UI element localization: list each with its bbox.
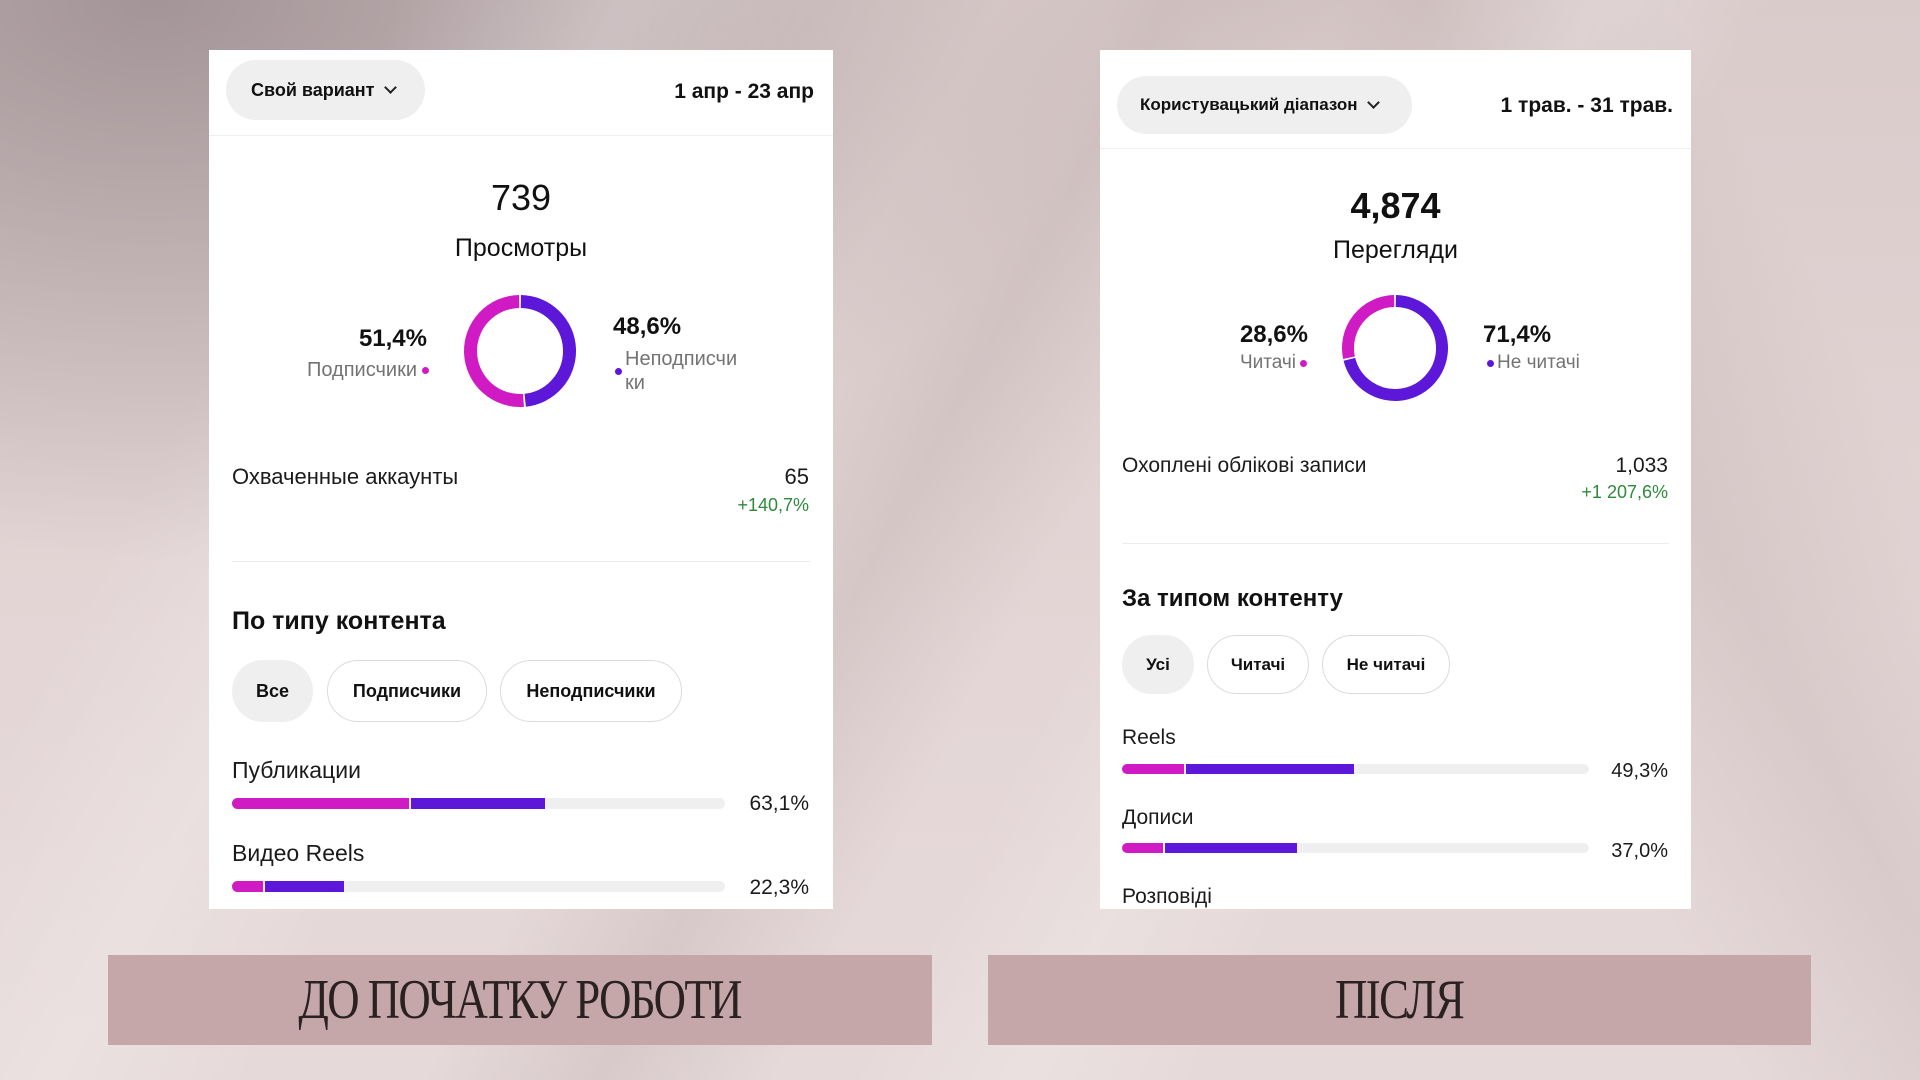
content-row-bar [232,798,725,809]
content-row-bar [1122,764,1589,774]
content-row-bar-fill [232,881,725,892]
filter-chip-all[interactable]: Все [232,660,313,722]
filter-chip-all[interactable]: Усі [1122,635,1194,694]
views-label: Просмотры [454,234,588,262]
content-row-percent: 63,1% [749,792,809,815]
non-followers-legend-label: Не читачі [1497,352,1580,373]
non-followers-legend-dot [615,367,622,375]
content-row-bar [1122,843,1589,853]
content-row-percent: 22,3% [749,876,809,899]
non-followers-legend: Не читачі [1487,351,1580,375]
non-followers-legend-label: Неподписчики [625,348,738,394]
date-range: 1 трав. - 31 трав. [1500,94,1673,117]
views-count: 739 [490,177,552,218]
chevron-down-icon [1366,96,1380,109]
donut-segment-non-followers [520,295,576,407]
non-followers-percent: 71,4% [1483,321,1552,348]
followers-legend-dot [1300,359,1307,367]
followers-legend-label: Читачі [1239,352,1296,373]
views-label: Перегляди [1333,236,1458,264]
content-row-percent: 37,0% [1611,840,1668,862]
views-count: 4,874 [1350,185,1441,226]
caption-text-before: ДО ПОЧАТКУ РОБОТИ [298,969,743,1031]
date-range: 1 апр - 23 апр [674,80,814,103]
filter-chip-followers[interactable]: Читачі [1207,635,1309,694]
followers-legend: Подписчики [307,358,429,382]
content-row-label: Видео Reels [232,840,365,866]
accounts-reached-label[interactable]: Охваченные аккаунты [232,464,459,489]
bar-segment-followers [232,798,409,809]
date-range-selector[interactable]: Свой вариант [226,60,425,120]
filter-chip-followers[interactable]: Подписчики [327,660,487,722]
followers-legend-dot [422,366,429,374]
caption-text-after: ПІСЛЯ [1335,969,1465,1031]
bar-segment-followers [1122,843,1164,853]
accounts-reached-change: +1 207,6% [1581,482,1668,502]
caption-bar-before: ДО ПОЧАТКУ РОБОТИ [108,955,932,1045]
content-type-title: По типу контента [232,607,446,635]
donut-segment-non-followers [1343,295,1448,401]
date-range-selector[interactable]: Користувацький діапазон [1117,76,1412,134]
content-type-title: За типом контенту [1122,585,1343,612]
accounts-reached-change: +140,7% [737,495,809,515]
content-row-bar-fill [1122,843,1589,853]
followers-legend-label: Подписчики [306,359,417,381]
section-divider [1122,543,1669,544]
accounts-reached-value: 65 [784,464,809,489]
header-divider [1100,148,1691,149]
date-range-selector-label: Свой вариант [251,79,375,100]
chevron-down-icon [383,81,397,94]
content-row-label: Дописи [1122,806,1194,829]
bar-segment-non-followers [265,881,344,892]
bar-segment-non-followers [410,798,545,809]
insights-card-after: Користувацький діапазон 1 трав. - 31 тра… [1100,50,1691,909]
donut-segment-followers [1342,295,1395,359]
filter-chip-non-followers[interactable]: Неподписчики [500,660,682,722]
content-row-bar-fill [232,798,725,809]
followers-legend: Читачі [1240,351,1307,375]
bar-segment-non-followers [1185,764,1355,774]
content-row-label: Reels [1122,726,1176,749]
bar-segment-followers [232,881,264,892]
filter-chip-non-followers[interactable]: Не читачі [1322,635,1450,694]
content-row-label: Публикации [232,757,361,783]
date-range-selector-label: Користувацький діапазон [1140,95,1358,114]
non-followers-legend: Неподписчики [615,347,742,395]
content-row-bar-fill [1122,764,1589,774]
bar-segment-non-followers [1165,843,1297,853]
non-followers-legend-dot [1487,359,1494,367]
content-row-percent: 49,3% [1611,760,1668,782]
accounts-reached-value: 1,033 [1615,454,1668,477]
bar-segment-followers [1122,764,1184,774]
header-divider [209,135,833,136]
audience-donut-chart [1342,295,1448,401]
insights-card-before: Свой вариант 1 апр - 23 апр 739 Просмотр… [209,50,833,909]
content-row-label: Розповіді [1122,885,1212,908]
followers-percent: 28,6% [1239,321,1308,348]
followers-percent: 51,4% [358,325,427,352]
donut-segment-followers [464,295,524,407]
non-followers-percent: 48,6% [613,313,682,340]
section-divider [232,561,810,562]
content-row-bar [232,881,725,892]
caption-bar-after: ПІСЛЯ [988,955,1811,1045]
accounts-reached-label[interactable]: Охоплені облікові записи [1122,454,1367,477]
audience-donut-chart [464,295,576,407]
